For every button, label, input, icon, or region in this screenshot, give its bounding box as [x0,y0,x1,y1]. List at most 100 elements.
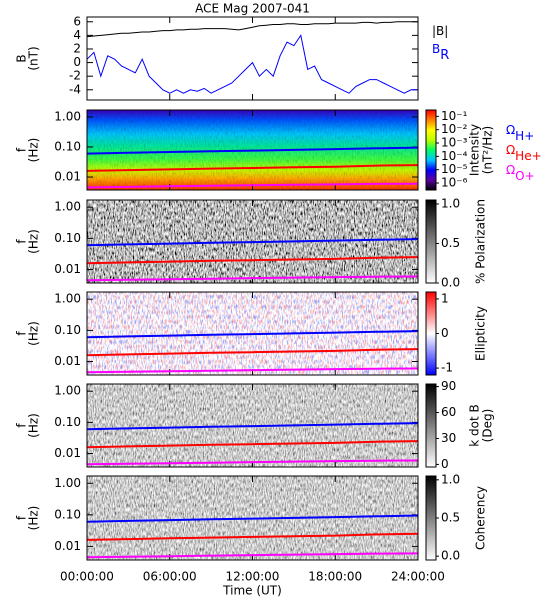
plot-frame [86,383,419,468]
series-line [86,440,419,449]
colorbar-tick-label: 0.5 [441,236,460,250]
x-tick-label: 18:00:00 [308,570,362,584]
x-axis-label: Time (UT) [222,584,282,598]
series-line [86,330,419,339]
x-tick-label: 24:00:00 [391,570,445,584]
y-tick-label: 0.10 [54,231,81,245]
colorbar-tick-label: 1.0 [441,196,460,210]
y-tick-label: -4 [69,82,81,96]
colorbar-label: (Deg) [481,409,495,443]
y-tick-label: 1.00 [54,200,81,214]
legend-subscript: He+ [515,149,541,163]
y-tick-label: 0.01 [54,354,81,368]
y-tick-label: 1.00 [54,384,81,398]
y-tick-label: 4 [73,28,81,42]
series-line [86,256,419,265]
colorbar [425,291,437,376]
x-tick-label: 12:00:00 [226,570,280,584]
series-line [86,164,419,172]
y-tick-label: 6 [73,14,81,28]
y-axis-label: (Hz) [27,413,41,438]
colorbar-tick-label: 1.0 [441,472,460,486]
colorbar-tick-label: 0.0 [441,276,460,290]
legend-text: |B| [432,24,448,38]
x-tick-label: 06:00:00 [143,570,197,584]
legend-label: ΩHe+ [506,143,542,163]
colorbar [425,199,437,284]
series-line [86,459,419,466]
y-tick-label: 0.01 [54,446,81,460]
colorbar-tick-label: 30 [441,431,456,445]
legend-subscript: R [440,48,449,63]
y-axis-label: (Hz) [27,321,41,346]
legend-text: Ω [506,143,515,157]
y-axis-label: f [15,515,29,520]
legend-label: ΩH+ [506,123,534,143]
colorbar-tick-label: 0.0 [441,549,460,563]
legend-label: |B| [432,24,448,38]
legend-subscript: O+ [515,169,535,183]
y-tick-label: 0.10 [54,323,81,337]
legend-text: Ω [506,163,515,177]
series-line [86,21,418,38]
y-axis-label: (Hz) [27,229,41,254]
series-line [86,348,419,357]
plot-frame [86,475,419,561]
chart-title: ACE Mag 2007-041 [195,2,310,16]
y-tick-label: 0.10 [54,139,81,153]
colorbar-tick-label: 10⁻⁵ [441,162,468,176]
legend-text: Ω [506,123,515,137]
colorbar-tick-label: 90 [441,379,456,393]
y-tick-label: 0.10 [54,507,81,521]
colorbar [425,383,437,468]
colorbar-label: Intensity [468,124,482,176]
colorbar [425,475,437,561]
y-tick-label: 1.00 [54,292,81,306]
y-axis-label: (nT) [27,46,41,70]
colorbar-tick-label: 0.5 [441,511,460,525]
series-line [86,275,419,282]
colorbar-tick-label: 60 [441,405,456,419]
series-line [86,238,419,247]
y-tick-label: 1.00 [54,476,81,490]
legend-subscript: H+ [515,129,534,143]
colorbar-tick-label: 10⁻² [441,122,468,136]
legend-label: BR [432,42,449,63]
series-line [86,367,419,374]
y-axis-label: f [15,147,29,152]
y-tick-label: 0.01 [54,170,81,184]
legend-label: ΩO+ [506,163,535,183]
legend-text: B [432,42,440,56]
y-axis-label: f [15,423,29,428]
series-line [86,552,419,559]
plot-frame [86,199,419,284]
x-tick-label: 00:00:00 [60,570,114,584]
series-line [86,514,419,523]
plot-frame [86,109,419,191]
y-tick-label: 1.00 [54,109,81,123]
y-tick-label: 0.01 [54,539,81,553]
plot-frame [86,16,419,101]
y-tick-label: 2 [73,41,81,55]
y-tick-label: 0.10 [54,415,81,429]
colorbar-tick-label: 10⁻⁴ [441,149,468,163]
colorbar-tick-label: 0 [441,326,449,340]
colorbar-label: % Polarization [474,199,488,284]
y-tick-label: 0.01 [54,262,81,276]
series-line [86,34,418,94]
series-line [86,146,419,155]
y-axis-label: (Hz) [27,138,41,163]
colorbar [425,109,437,191]
colorbar-tick-label: 0 [441,457,449,471]
colorbar-label: Ellipticity [474,306,488,361]
y-tick-label: 0 [73,55,81,69]
y-axis-label: B [15,54,29,62]
colorbar-label: (nT²/Hz) [481,126,495,174]
series-line [86,532,419,541]
colorbar-label: Coherency [474,486,488,550]
colorbar-tick-label: 10⁻⁶ [441,176,468,190]
series-line [86,182,419,189]
colorbar-tick-label: 10⁻¹ [441,109,468,123]
plot-frame [86,291,419,376]
